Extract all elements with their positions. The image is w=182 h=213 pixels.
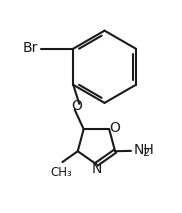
Text: O: O — [71, 99, 82, 114]
Text: CH₃: CH₃ — [51, 166, 72, 179]
Text: 2: 2 — [142, 148, 149, 158]
Text: O: O — [110, 121, 120, 135]
Text: Br: Br — [22, 41, 38, 55]
Text: N: N — [92, 162, 102, 176]
Text: NH: NH — [134, 143, 155, 157]
